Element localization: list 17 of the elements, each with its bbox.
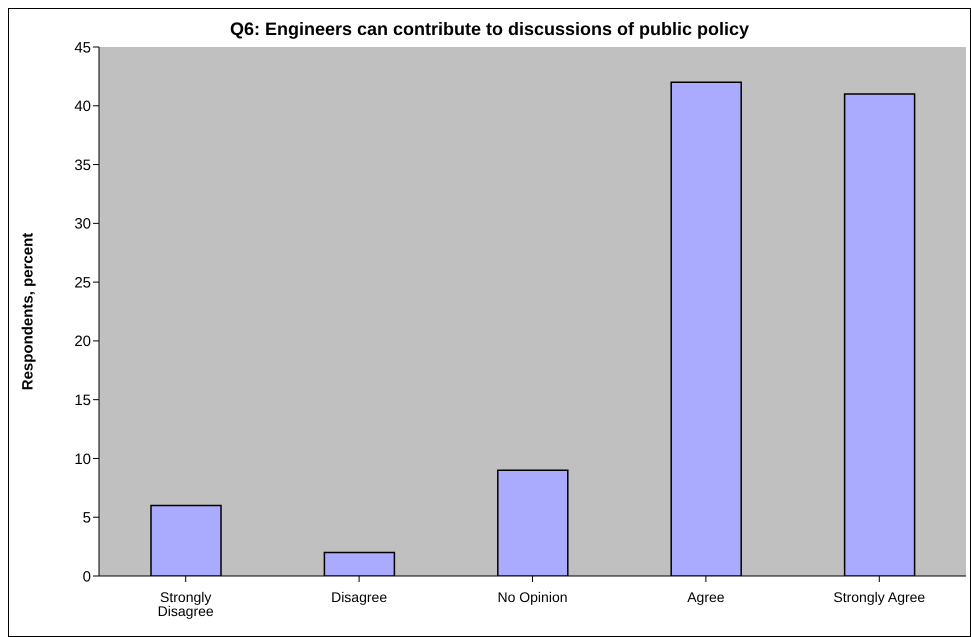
- x-tick-label: No Opinion: [497, 588, 568, 605]
- y-axis-title: Respondents, percent: [19, 232, 36, 390]
- y-tick-label: 10: [74, 450, 91, 468]
- x-tick-label: Strongly Disagree: [158, 588, 214, 619]
- chart-title: Q6: Engineers can contribute to discussions of public policy: [228, 19, 750, 40]
- y-tick-label: 0: [82, 568, 91, 586]
- x-tick-label: Agree: [687, 588, 725, 605]
- y-tick-label: 35: [74, 156, 91, 174]
- y-tick-label: 5: [82, 510, 91, 527]
- y-tick-label: 20: [74, 333, 91, 350]
- x-tick-label: Disagree: [331, 588, 388, 605]
- y-tick-label: 45: [74, 39, 91, 56]
- y-tick-label: 15: [74, 392, 91, 409]
- x-tick-label: Strongly Agree: [833, 588, 926, 605]
- y-tick-label: 25: [74, 274, 91, 292]
- y-tick-label: 30: [74, 216, 91, 233]
- y-tick-label: 40: [74, 98, 91, 116]
